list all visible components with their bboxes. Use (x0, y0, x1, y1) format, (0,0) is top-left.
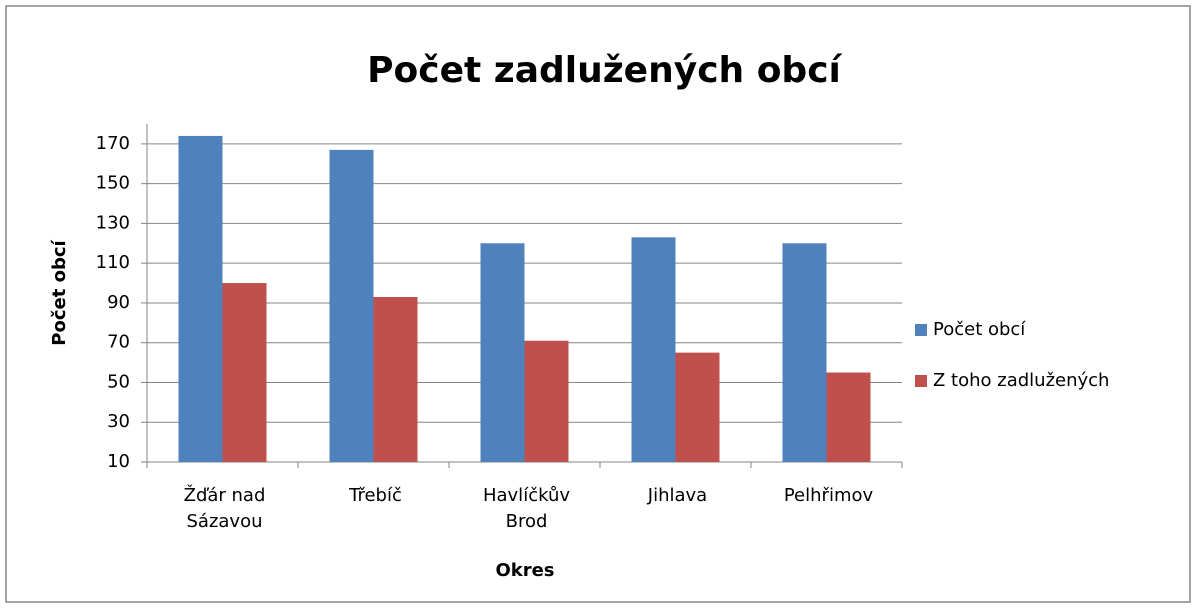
x-tick-label: Pelhřimov (783, 485, 874, 506)
x-tick-label: Havlíčkův Brod (482, 485, 571, 532)
bar (329, 149, 374, 463)
x-tick-label: Jihlava (647, 485, 708, 506)
y-tick-label: 130 (96, 212, 130, 233)
chart-title: Počet zadlužených obcí (367, 50, 842, 91)
bar (675, 352, 720, 462)
bar (524, 340, 569, 462)
bar (782, 243, 827, 462)
y-tick-label: 90 (107, 292, 130, 313)
y-tick-label: 150 (96, 173, 130, 194)
bar (373, 296, 418, 462)
bar (222, 283, 267, 462)
bar (631, 237, 676, 462)
x-axis-label: Okres (495, 560, 554, 581)
y-tick-label: 110 (96, 252, 130, 273)
bar (826, 372, 871, 462)
y-tick-label: 30 (107, 411, 130, 432)
y-tick-label: 50 (107, 371, 130, 392)
legend-label: Počet obcí (933, 319, 1026, 340)
legend-swatch (915, 375, 927, 387)
bar (480, 243, 525, 462)
x-tick-label: Třebíč (349, 485, 402, 506)
bar (178, 135, 223, 462)
legend-label: Z toho zadlužených (933, 370, 1109, 391)
legend-swatch (915, 324, 927, 336)
y-tick-label: 70 (107, 332, 130, 353)
y-axis-label: Počet obcí (49, 239, 70, 345)
x-tick-label: Žďár nad Sázavou (183, 485, 266, 532)
y-tick-label: 10 (107, 451, 130, 472)
y-tick-label: 170 (96, 133, 130, 154)
